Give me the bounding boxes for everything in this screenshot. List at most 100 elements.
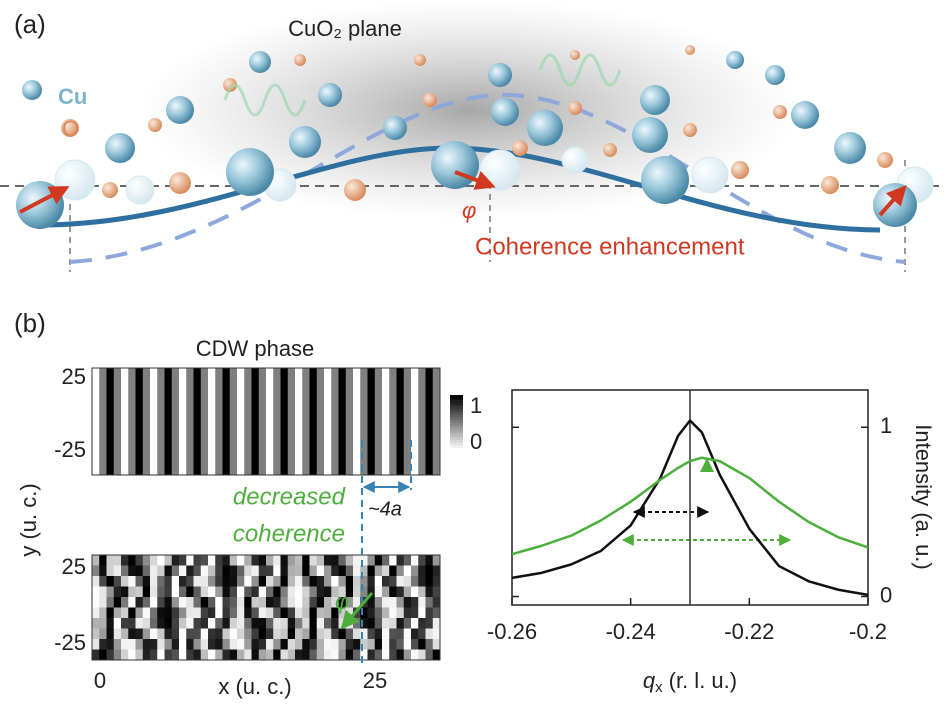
x-tick-label: -0.2 [849, 619, 887, 644]
heatmap-cell [382, 628, 390, 640]
heatmap-title: CDW phase [196, 336, 315, 361]
heatmap-cell [229, 597, 238, 608]
heatmap-cell [389, 639, 397, 650]
heatmap-cell [121, 586, 129, 598]
y-tick-label: -25 [54, 437, 86, 462]
wavelet [538, 53, 622, 87]
heatmap-cell [92, 639, 100, 650]
o-atom [731, 161, 749, 179]
heatmap-cell [179, 576, 187, 587]
colorbar-cell [450, 448, 463, 452]
heatmap-cell [302, 576, 310, 587]
cu-atom [765, 65, 785, 85]
heatmap-cell [128, 649, 136, 661]
heatmap-cell [316, 565, 325, 577]
heatmap-cell [215, 618, 223, 629]
heatmap-cell [309, 555, 318, 566]
heatmap-cell [353, 649, 361, 661]
heatmap-cell [135, 628, 144, 640]
heatmap-cell [295, 555, 303, 566]
x-tick-label: 0 [94, 668, 106, 693]
heatmap-cell [367, 555, 376, 566]
heatmap-cell [302, 618, 310, 629]
heatmap-cell [106, 597, 115, 608]
heatmap-cell [367, 586, 376, 598]
heatmap-cell [121, 555, 129, 566]
heatmap-cell [389, 597, 397, 608]
heatmap-cell [99, 597, 107, 608]
phase-arrow [454, 170, 496, 190]
heatmap-cell [229, 555, 238, 566]
heatmap-cell [324, 639, 332, 650]
heatmap-cell [106, 607, 115, 619]
heatmap-cell [331, 586, 339, 598]
heatmap-cell [99, 565, 107, 577]
heatmap-cell [171, 597, 180, 608]
heatmap-cell [215, 639, 223, 650]
heatmap-cell [425, 576, 434, 587]
o-atom [148, 118, 162, 132]
heatmap-cell [338, 597, 347, 608]
heatmap-cell [258, 368, 267, 476]
heatmap-cell [258, 649, 267, 661]
heatmap-cell [99, 555, 107, 566]
heatmap-cell [258, 628, 267, 640]
heatmap-cell [113, 607, 122, 619]
colorbar-cell [450, 395, 463, 398]
heatmap-cell [150, 586, 158, 598]
y-axis-label: Intensity (a. u.) [911, 424, 936, 570]
line [511, 456, 869, 556]
heatmap-cell [396, 597, 405, 608]
heatmap-cell [367, 576, 376, 587]
x-axis-label: x (u. c.) [218, 674, 291, 699]
panel-a: (a) CuO₂ plane Cu O φ Coherence enhancem… [0, 0, 944, 272]
heatmap-cell [215, 565, 223, 577]
heatmap-cell [193, 628, 202, 640]
heatmap-cell [287, 555, 296, 566]
heatmap-cell [309, 649, 318, 661]
heatmap-cell [309, 607, 318, 619]
heatmap-cell [360, 628, 368, 640]
heatmap-cell [295, 628, 303, 640]
o-atom [423, 93, 437, 107]
heatmap-cell [374, 368, 383, 476]
heatmap-cell [222, 565, 231, 577]
heatmap-cell [106, 639, 115, 650]
heatmap-cell [382, 618, 390, 629]
heatmap-cell [186, 607, 194, 619]
heatmap-cell [135, 607, 144, 619]
heatmap-cell [432, 576, 441, 587]
heatmap-cell [215, 597, 223, 608]
heatmap-cell [244, 618, 252, 629]
heatmap-cell [418, 597, 426, 608]
heatmap-cell [389, 618, 397, 629]
heatmap-cell [353, 555, 361, 566]
heatmap-cell [251, 639, 260, 650]
heatmap-cell [389, 607, 397, 619]
heatmap-cell [92, 555, 100, 566]
heatmap-cell [171, 628, 180, 640]
ghost-atom [561, 146, 589, 174]
heatmap-cell [425, 586, 434, 598]
heatmap-cell [266, 597, 274, 608]
o-atom [570, 50, 580, 60]
heatmap-cell [345, 597, 354, 608]
heatmap-cell [222, 649, 231, 661]
heatmap-cell [266, 555, 274, 566]
heatmap-cell [360, 368, 368, 476]
heatmap-cell [164, 597, 173, 608]
heatmap-cell [432, 597, 441, 608]
heatmap-cell [135, 649, 144, 661]
heatmap-cell [193, 597, 202, 608]
cu-atom [166, 96, 194, 124]
heatmap-cell [374, 618, 383, 629]
heatmap-cell [113, 586, 122, 598]
heatmap-cell [316, 649, 325, 661]
heatmap-cell [244, 628, 252, 640]
heatmap-cell [316, 618, 325, 629]
heatmap-cell [128, 368, 136, 476]
heatmap-cell [367, 565, 376, 577]
heatmap-cell [403, 586, 412, 598]
colorbar-cell [450, 403, 463, 407]
line-chart: qx (r. l. u.) Intensity (a. u.) -0.26 -0.2… [487, 389, 936, 696]
